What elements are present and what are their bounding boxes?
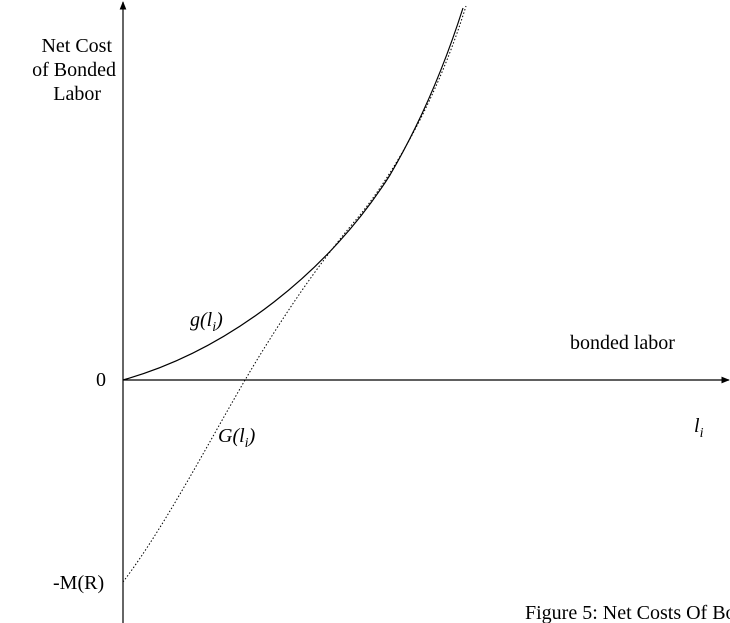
y-axis-label: Net Cost	[41, 35, 112, 57]
y-axis-label: of Bonded	[32, 59, 116, 81]
g-curve	[122, 7, 464, 381]
G-label: G(li)	[218, 425, 256, 451]
zero-label: 0	[96, 369, 106, 391]
intercept-label: -M(R)	[53, 572, 104, 594]
y-axis-label: Labor	[53, 83, 101, 105]
x-axis-label: bonded labor	[570, 332, 675, 354]
G-curve	[122, 5, 467, 583]
x-var-label: li	[694, 415, 704, 441]
g-label: g(li)	[190, 309, 223, 335]
caption: Figure 5: Net Costs Of Bonded L	[525, 602, 730, 623]
